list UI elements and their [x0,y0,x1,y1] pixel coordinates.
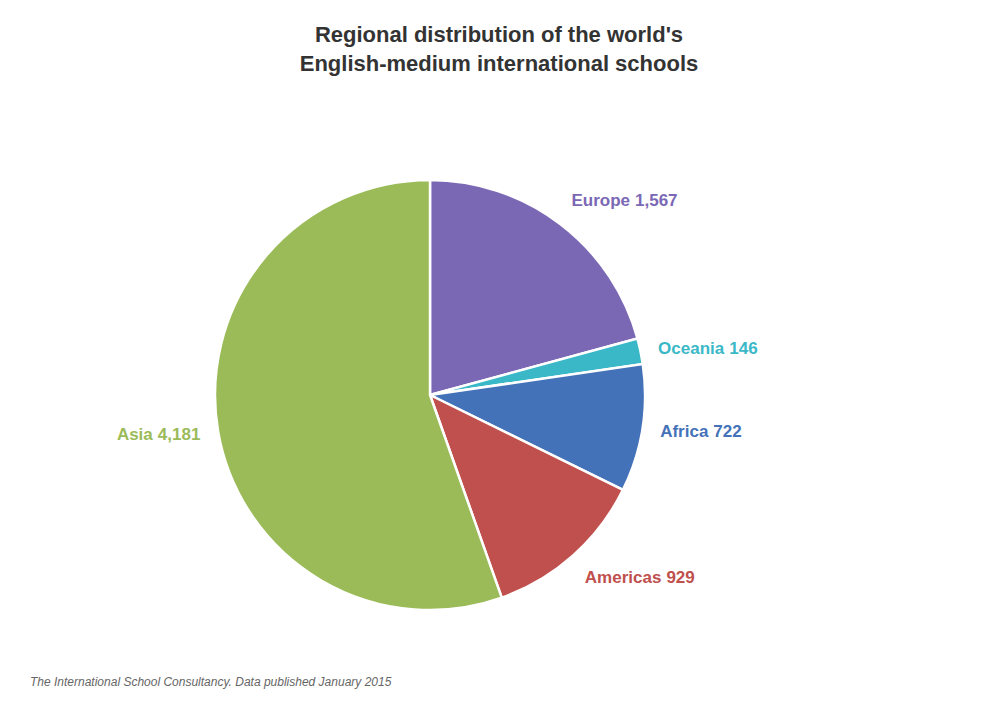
data-label: Oceania146 [658,339,758,358]
data-label: Europe 1,567 [571,191,677,210]
chart: Regional distribution of the world's Engl… [0,0,998,702]
label-value: 146 [729,339,757,358]
title: Regional distribution of the world's Engl… [300,22,699,76]
label-category: Asia [117,425,153,444]
data-label: Africa722 [660,422,742,441]
label-category: Africa [660,422,709,441]
label-category: Americas [585,568,662,587]
title-line: English-medium international schools [300,51,699,76]
data-label: Asia 4,181 [117,425,200,444]
pie [215,180,645,610]
title-line: Regional distribution of the world's [315,22,683,47]
labels: Europe 1,567 Oceania146 Africa722 Americas92… [117,191,758,587]
label-value: 1,567 [635,191,678,210]
label-value: 4,181 [158,425,201,444]
label-value: 929 [666,568,694,587]
slice [215,180,502,610]
data-label: Americas929 [585,568,695,587]
label-category: Oceania [658,339,725,358]
label-category: Europe [571,191,630,210]
footnote: The International School Consultancy. Da… [30,675,392,689]
label-value: 722 [713,422,741,441]
